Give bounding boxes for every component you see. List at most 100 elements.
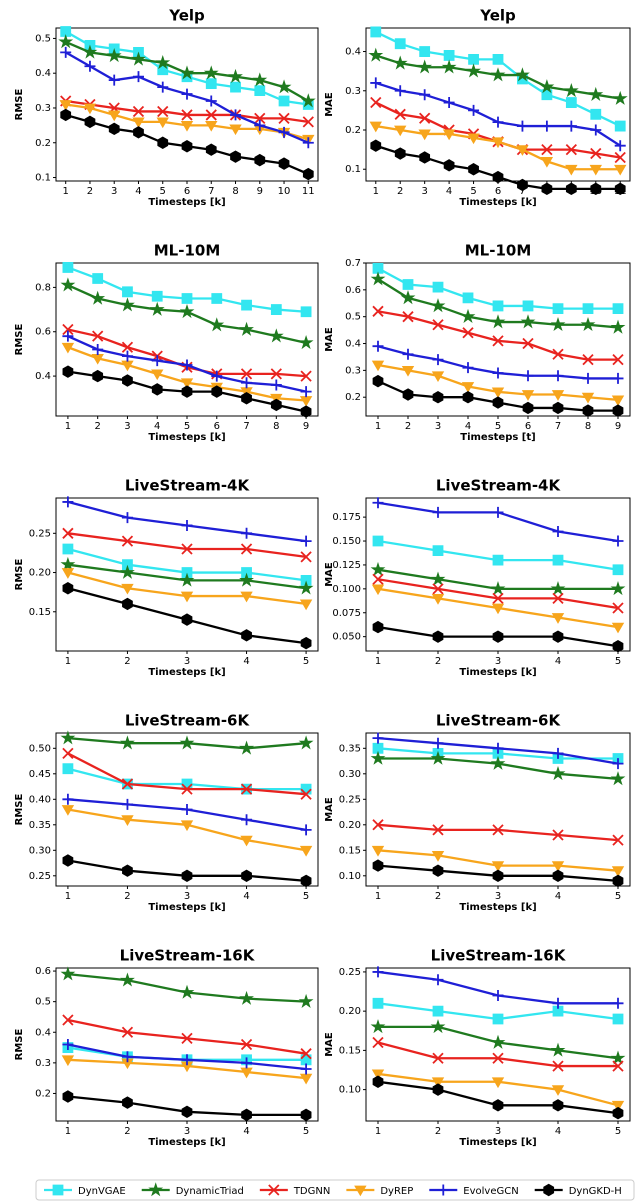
point-marker (155, 54, 171, 70)
point-marker (60, 26, 72, 37)
y-tick-label: 0.075 (332, 608, 361, 619)
point-marker (240, 368, 253, 380)
point-marker (590, 182, 602, 196)
point-marker (241, 1057, 253, 1069)
point-marker (431, 594, 445, 605)
point-marker (612, 640, 624, 653)
point-marker (490, 314, 506, 329)
chart-title: Yelp (168, 7, 205, 25)
point-marker (590, 147, 602, 160)
point-marker (270, 304, 282, 315)
legend-label: DynamicTriad (176, 1186, 244, 1197)
point-marker (370, 139, 382, 152)
x-axis-label: Timesteps [k] (148, 197, 225, 208)
y-tick-label: 0.150 (332, 536, 361, 547)
point-marker (181, 1054, 193, 1066)
x-tick-label: 11 (302, 186, 315, 197)
y-tick-label: 0.8 (35, 282, 51, 293)
point-marker (300, 874, 312, 888)
point-marker (520, 314, 536, 329)
point-marker (241, 629, 252, 642)
point-marker (582, 372, 594, 384)
point-marker (298, 335, 314, 350)
point-marker (241, 869, 252, 883)
point-marker (551, 1085, 565, 1096)
y-axis-label: RMSE (14, 558, 25, 590)
x-tick-label: 6 (495, 186, 501, 197)
point-marker (417, 59, 433, 74)
point-marker (394, 85, 406, 97)
point-marker (431, 1077, 445, 1089)
point-marker (565, 97, 577, 108)
point-marker (492, 116, 504, 128)
point-marker (612, 758, 624, 770)
x-tick-label: 3 (495, 656, 501, 667)
point-marker (552, 592, 564, 605)
point-marker (270, 368, 282, 380)
point-marker (612, 1013, 624, 1025)
chart-title: LiveStream-6K (125, 712, 251, 730)
point-marker (372, 966, 384, 978)
point-marker (492, 824, 504, 836)
point-marker (492, 170, 504, 184)
point-marker (121, 1026, 134, 1038)
point-marker (565, 182, 577, 196)
point-marker (612, 372, 624, 384)
point-marker (106, 48, 122, 63)
x-tick-label: 1 (65, 656, 71, 667)
point-marker (205, 95, 217, 107)
point-marker (300, 636, 312, 650)
x-tick-label: 3 (495, 1126, 501, 1137)
point-marker (515, 67, 530, 82)
point-marker (372, 819, 384, 831)
point-marker (614, 140, 626, 152)
chart-title: ML-10M (465, 242, 532, 260)
point-marker (239, 990, 254, 1005)
point-marker (122, 597, 133, 611)
point-marker (120, 735, 135, 750)
point-marker (372, 374, 384, 388)
y-axis-label: RMSE (14, 88, 25, 120)
point-marker (432, 737, 444, 749)
point-marker (181, 519, 193, 531)
point-marker (552, 747, 564, 759)
x-tick-label: 4 (243, 1126, 249, 1137)
point-marker (430, 298, 446, 313)
y-tick-label: 0.15 (339, 1045, 361, 1056)
point-marker (151, 369, 164, 381)
point-marker (441, 59, 457, 74)
point-marker (466, 63, 481, 78)
y-tick-label: 0.3 (345, 365, 361, 376)
point-marker (402, 348, 414, 360)
point-marker (83, 103, 97, 115)
point-marker (491, 1077, 505, 1089)
point-marker (276, 79, 292, 94)
point-marker (372, 1075, 384, 1088)
point-marker (300, 1048, 312, 1060)
point-marker (432, 630, 444, 643)
point-marker (400, 290, 416, 305)
point-marker (121, 798, 133, 810)
point-marker (203, 65, 219, 80)
point-marker (432, 319, 444, 331)
y-axis-label: RMSE (14, 323, 25, 355)
point-marker (61, 342, 75, 354)
point-marker (552, 1099, 564, 1112)
point-marker (611, 622, 625, 634)
point-marker (432, 390, 444, 404)
point-marker (612, 303, 624, 315)
point-marker (443, 159, 455, 172)
point-marker (539, 79, 555, 94)
point-marker (490, 581, 506, 596)
point-marker (610, 1050, 626, 1065)
point-marker (60, 108, 72, 122)
point-marker (179, 984, 195, 999)
point-marker (430, 750, 446, 765)
point-marker (492, 554, 504, 566)
x-tick-label: 1 (375, 1126, 381, 1137)
point-marker (492, 396, 504, 409)
point-marker (491, 861, 505, 872)
point-marker (82, 44, 98, 59)
point-marker (180, 591, 194, 603)
y-tick-label: 0.5 (345, 312, 361, 323)
